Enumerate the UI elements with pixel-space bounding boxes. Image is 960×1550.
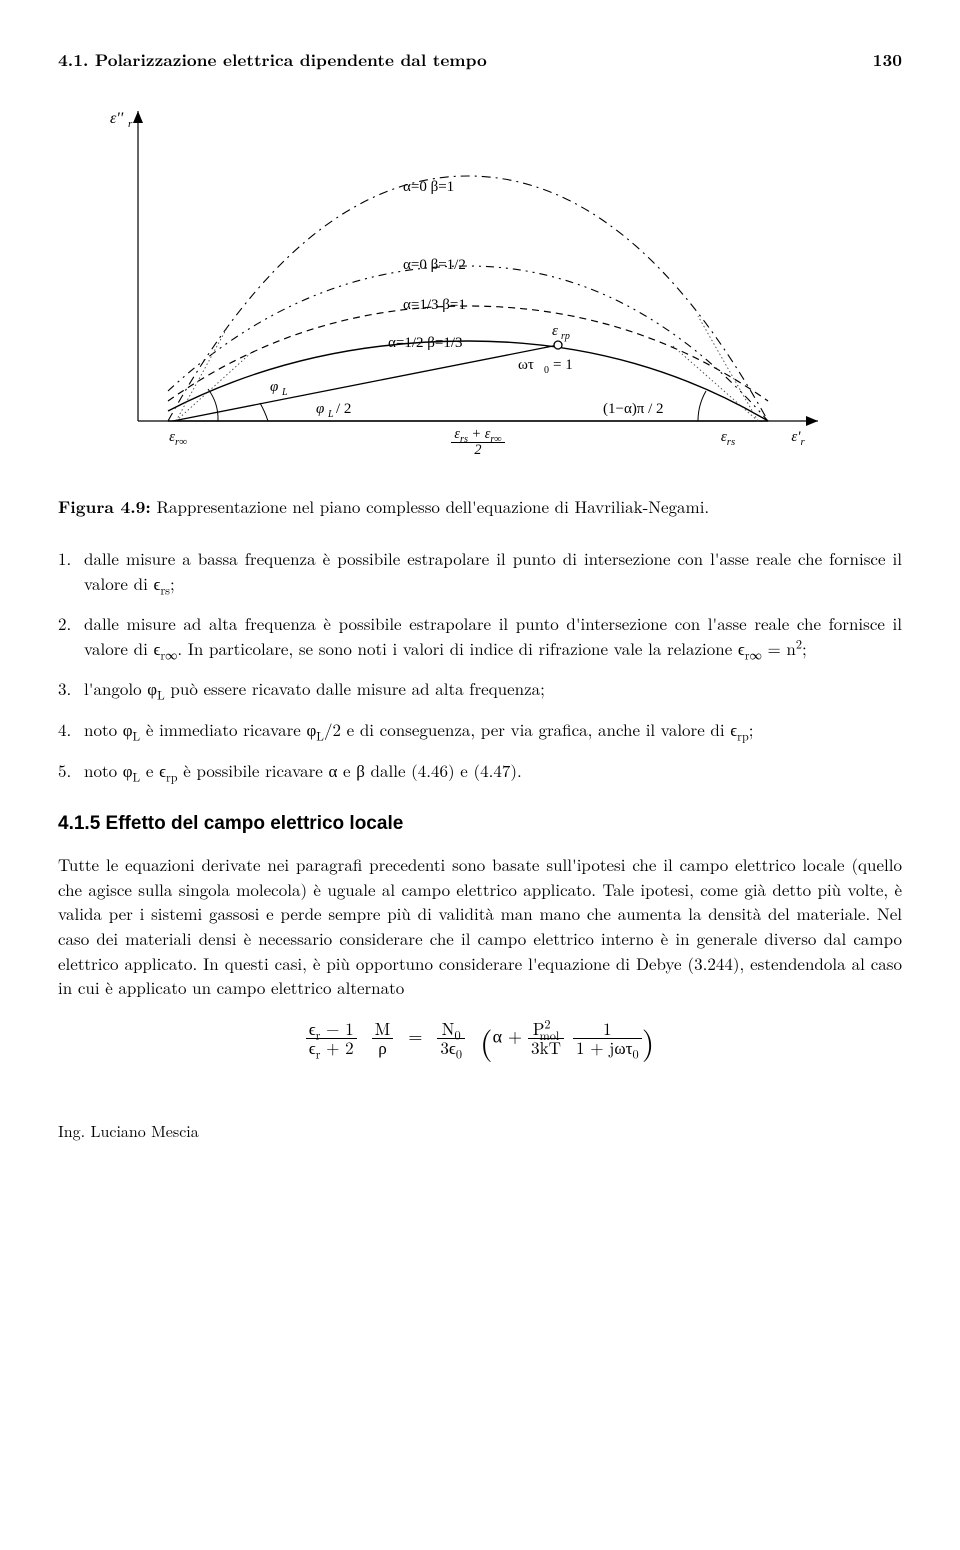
svg-text:α=1/3 β=1: α=1/3 β=1: [403, 297, 466, 313]
page-number: 130: [873, 48, 902, 73]
step-item: dalle misure ad alta frequenza è possibi…: [84, 611, 902, 660]
figure-4-9: ε'' r α=0 β=1 α=0 β=1/2 α=1/3 β=1 α=1/2 β=1/3…: [58, 91, 902, 487]
svg-text:r: r: [128, 118, 133, 130]
svg-text:φ: φ: [270, 379, 278, 395]
section-title: 4.1. Polarizzazione elettrica dipendente…: [58, 48, 487, 73]
svg-text:/ 2: / 2: [336, 401, 351, 417]
svg-text:ωτ: ωτ: [518, 357, 534, 373]
steps-list: dalle misure a bassa frequenza è possibi…: [58, 546, 902, 782]
figure-label: Figura 4.9:: [58, 495, 151, 519]
debye-equation: ϵr − 1ϵr + 2 Mρ = N03ϵ0 (α + P2mol3kT 11…: [58, 1018, 902, 1065]
svg-text:ε: ε: [552, 323, 558, 339]
svg-text:L: L: [281, 387, 288, 398]
subsection-heading: 4.1.5 Effetto del campo elettrico locale: [58, 810, 902, 838]
svg-text:= 1: = 1: [553, 357, 573, 373]
svg-text:(1−α)π / 2: (1−α)π / 2: [603, 401, 664, 417]
svg-text:ε'': ε'': [110, 110, 124, 127]
svg-text:rp: rp: [561, 331, 570, 342]
step-item: noto φL e ϵrp è possibile ricavare α e β…: [84, 758, 902, 783]
subsection-number: 4.1.5: [58, 813, 100, 834]
cole-cole-plot: ε'' r α=0 β=1 α=0 β=1/2 α=1/3 β=1 α=1/2 β=1/3…: [58, 91, 878, 481]
body-paragraph: Tutte le equazioni derivate nei paragraf…: [58, 852, 902, 1000]
footer-author: Ing. Luciano Mescia: [58, 1119, 902, 1142]
step-item: dalle misure a bassa frequenza è possibi…: [84, 546, 902, 595]
figure-caption: Figura 4.9: Rappresentazione nel piano c…: [58, 494, 902, 520]
step-item: noto φL è immediato ricavare φL/2 e di c…: [84, 717, 902, 742]
subsection-title: Effetto del campo elettrico locale: [106, 813, 404, 834]
svg-text:φ: φ: [316, 401, 324, 417]
svg-text:α=0 β=1: α=0 β=1: [403, 179, 454, 195]
figure-caption-text: Rappresentazione nel piano complesso del…: [157, 494, 710, 518]
svg-text:L: L: [327, 409, 334, 420]
page-header: 4.1. Polarizzazione elettrica dipendente…: [58, 48, 902, 73]
svg-text:0: 0: [544, 365, 549, 376]
svg-text:α=1/2 β=1/3: α=1/2 β=1/3: [388, 335, 463, 351]
svg-text:α=0 β=1/2: α=0 β=1/2: [403, 257, 466, 273]
step-item: l'angolo φL può essere ricavato dalle mi…: [84, 676, 902, 701]
